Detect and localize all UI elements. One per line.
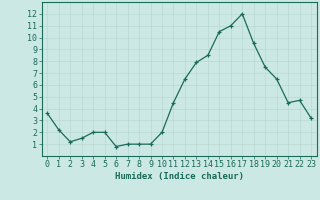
X-axis label: Humidex (Indice chaleur): Humidex (Indice chaleur) [115,172,244,181]
